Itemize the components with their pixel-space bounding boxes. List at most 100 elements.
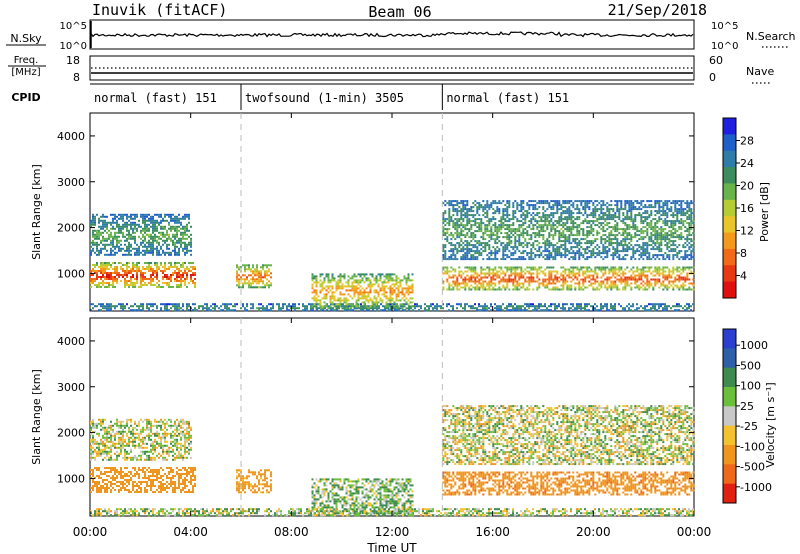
echo-cell (520, 224, 523, 227)
echo-cell (385, 275, 388, 278)
echo-cell (530, 214, 533, 217)
echo-cell (176, 215, 178, 218)
echo-cell (512, 224, 515, 227)
echo-cell (102, 237, 104, 240)
echo-cell (584, 309, 586, 312)
echo-cell (468, 236, 471, 239)
echo-cell (313, 277, 316, 280)
echo-cell (614, 276, 617, 279)
echo-cell (182, 303, 184, 306)
echo-cell (102, 305, 104, 308)
echo-cell (114, 237, 116, 240)
echo-cell (351, 289, 354, 292)
echo-cell (660, 272, 663, 275)
echo-cell (624, 254, 627, 257)
echo-cell (90, 219, 92, 222)
echo-cell (642, 272, 645, 275)
echo-cell (472, 270, 475, 273)
echo-cell (315, 285, 318, 288)
echo-cell (452, 309, 454, 312)
echo-cell (156, 268, 158, 270)
echo-cell (514, 284, 517, 287)
echo-cell (568, 270, 571, 273)
echo-cell (540, 228, 543, 231)
echo-cell (460, 234, 463, 237)
echo-cell (578, 303, 580, 306)
echo-cell (594, 212, 597, 215)
echo-cell (614, 252, 617, 255)
echo-cell (508, 206, 511, 209)
echo-cell (236, 270, 238, 273)
echo-cell (622, 222, 625, 225)
echo-cell (464, 286, 467, 289)
echo-cell (331, 301, 334, 304)
echo-cell (500, 278, 503, 281)
echo-cell (540, 224, 543, 227)
echo-cell (170, 237, 172, 240)
echo-cell (498, 305, 500, 308)
echo-cell (156, 241, 158, 244)
echo-cell (556, 222, 559, 225)
echo-cell (650, 266, 653, 269)
echo-cell (355, 285, 358, 288)
nave-tick-high: 60 (709, 54, 723, 67)
echo-cell (454, 200, 457, 203)
echo-cell (196, 309, 198, 312)
echo-cell (248, 284, 250, 287)
echo-cell (632, 270, 635, 273)
echo-cell (540, 226, 543, 229)
echo-cell (411, 279, 414, 282)
echo-cell (98, 266, 100, 268)
echo-cell (114, 217, 116, 220)
echo-cell (182, 266, 184, 268)
echo-cell (194, 282, 196, 284)
echo-cell (542, 206, 545, 209)
echo-cell (98, 249, 100, 252)
echo-cell (508, 240, 511, 243)
echo-cell (102, 225, 104, 228)
echo-cell (612, 228, 615, 231)
echo-cell (590, 224, 593, 227)
echo-cell (452, 276, 455, 279)
echo-cell (638, 250, 641, 253)
echo-cell (341, 293, 344, 296)
echo-cell (602, 250, 605, 253)
echo-cell (606, 228, 609, 231)
echo-cell (600, 200, 603, 203)
echo-cell (498, 248, 501, 251)
echo-cell (160, 237, 162, 240)
echo-cell (395, 287, 398, 290)
echo-cell (576, 252, 579, 255)
echo-cell (616, 288, 619, 291)
echo-cell (178, 217, 180, 220)
echo-cell (383, 285, 386, 288)
echo-cell (514, 309, 516, 312)
echo-cell (114, 272, 116, 274)
echo-cell (504, 210, 507, 213)
echo-cell (357, 273, 360, 276)
echo-cell (536, 276, 539, 279)
echo-cell (568, 240, 571, 243)
echo-cell (496, 228, 499, 231)
echo-cell (114, 253, 116, 256)
echo-cell (100, 272, 102, 274)
echo-cell (586, 309, 588, 312)
echo-cell (404, 309, 406, 312)
echo-cell (448, 309, 450, 312)
echo-cell (104, 305, 106, 308)
echo-cell (486, 216, 489, 219)
echo-cell (620, 206, 623, 209)
echo-cell (508, 288, 511, 291)
echo-cell (584, 272, 587, 275)
echo-cell (168, 262, 170, 264)
echo-cell (490, 272, 493, 275)
echo-cell (390, 309, 392, 312)
echo-cell (572, 305, 574, 308)
echo-cell (398, 309, 400, 312)
echo-cell (574, 208, 577, 211)
echo-cell (391, 287, 394, 290)
echo-cell (120, 227, 122, 230)
echo-cell (385, 285, 388, 288)
echo-cell (353, 291, 356, 294)
echo-cell (564, 307, 566, 310)
